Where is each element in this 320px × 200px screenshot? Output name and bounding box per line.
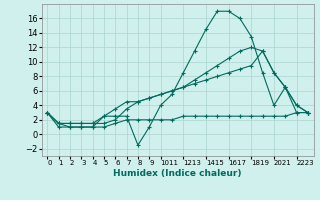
X-axis label: Humidex (Indice chaleur): Humidex (Indice chaleur)	[113, 169, 242, 178]
